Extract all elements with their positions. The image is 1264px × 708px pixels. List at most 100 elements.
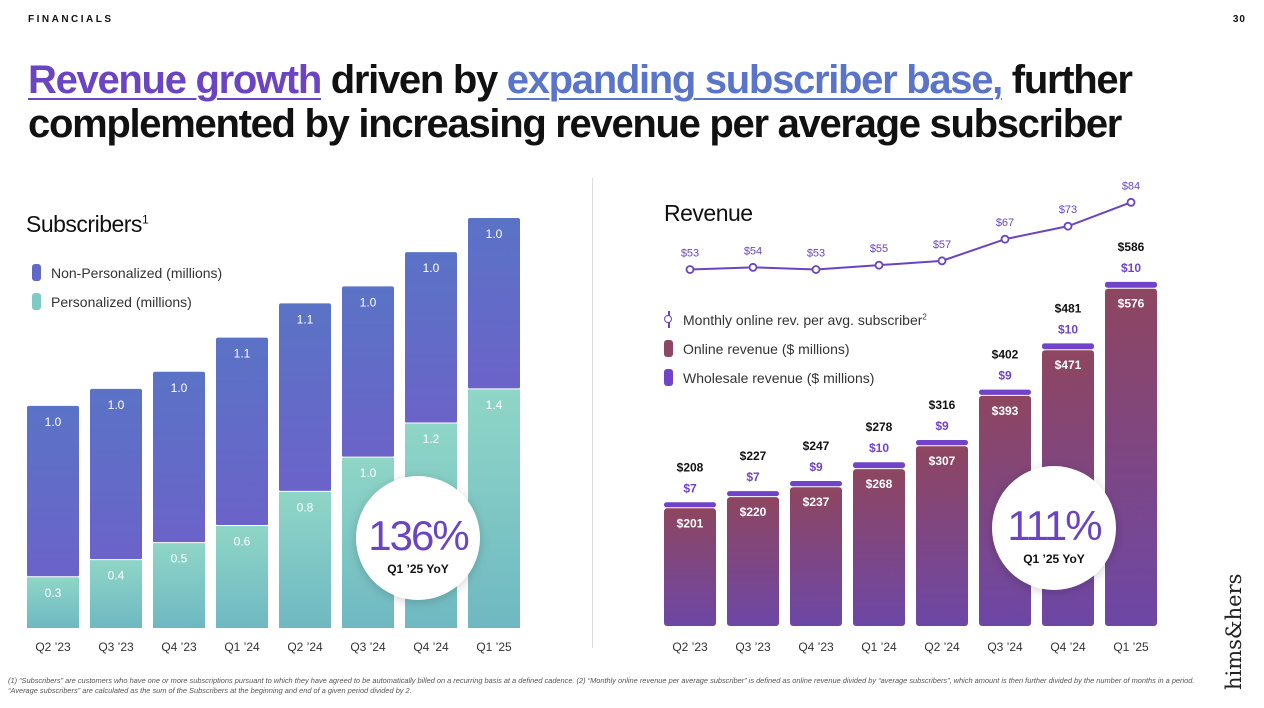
bar-personalized xyxy=(468,388,520,628)
page-title: Revenue growth driven by expanding subsc… xyxy=(28,58,1238,146)
data-label-wholesale: $9 xyxy=(809,460,823,474)
x-tick-label: Q2 ’23 xyxy=(35,640,71,654)
line-point-label: $67 xyxy=(996,217,1014,229)
x-tick-label: Q2 ’24 xyxy=(287,640,323,654)
data-label-total: $481 xyxy=(1055,301,1082,315)
legend-item-monthly-rev: Monthly online rev. per avg. subscriber2 xyxy=(664,311,927,328)
data-label-non-personalized: 1.0 xyxy=(423,261,440,275)
callouts: 136% Q1 ’25 YoY 111% Q1 ’25 YoY xyxy=(356,466,1116,600)
data-label-non-personalized: 1.0 xyxy=(360,295,377,309)
data-label-total: $278 xyxy=(866,420,893,434)
bar-non-personalized xyxy=(216,337,268,526)
x-tick-label: Q1 ’25 xyxy=(1113,640,1149,654)
data-label-wholesale: $10 xyxy=(1058,322,1078,336)
line-point-label: $55 xyxy=(870,243,888,255)
data-label-non-personalized: 1.0 xyxy=(108,398,125,412)
bar-wholesale-revenue xyxy=(790,480,842,487)
revenue-yoy-callout: 111% Q1 ’25 YoY xyxy=(992,466,1116,590)
bar-online-revenue xyxy=(790,487,842,626)
legend-item-wholesale-revenue: Wholesale revenue ($ millions) xyxy=(664,369,874,386)
bar-personalized xyxy=(153,542,205,628)
legend-label: Personalized (millions) xyxy=(51,293,192,310)
x-tick-label: Q1 ’24 xyxy=(861,640,897,654)
legend-label: Online revenue ($ millions) xyxy=(683,340,850,357)
x-tick-label: Q4 ’23 xyxy=(161,640,197,654)
line-point-label: $53 xyxy=(807,248,825,260)
bar-wholesale-revenue xyxy=(979,389,1031,395)
bar-wholesale-revenue xyxy=(1105,281,1157,288)
data-label-online: $237 xyxy=(803,495,830,509)
chart-divider xyxy=(592,178,593,648)
x-tick-label: Q3 ’24 xyxy=(350,640,386,654)
data-label-online: $307 xyxy=(929,454,956,468)
legend-label: Monthly online rev. per avg. subscriber2 xyxy=(683,311,927,328)
x-tick-label: Q4 ’24 xyxy=(1050,640,1086,654)
bar-wholesale-revenue xyxy=(853,462,905,469)
revenue-chart-title: Revenue xyxy=(664,200,753,226)
line-point xyxy=(1063,221,1073,231)
page-number: 30 xyxy=(1232,14,1246,25)
line-point xyxy=(1126,197,1136,207)
data-label-wholesale: $10 xyxy=(1121,261,1141,275)
bar-online-revenue xyxy=(916,446,968,626)
callout-label: Q1 ’25 YoY xyxy=(387,562,449,576)
data-label-personalized: 0.6 xyxy=(234,535,251,549)
bar-non-personalized xyxy=(153,371,205,543)
legend-item-online-revenue: Online revenue ($ millions) xyxy=(664,340,850,357)
x-tick-label: Q3 ’23 xyxy=(735,640,771,654)
data-label-online: $201 xyxy=(677,516,704,530)
data-label-non-personalized: 1.1 xyxy=(234,347,251,361)
bar-non-personalized xyxy=(342,286,394,458)
bar-personalized xyxy=(90,559,142,628)
data-label-personalized: 1.0 xyxy=(360,466,377,480)
bar-personalized xyxy=(27,576,79,628)
legend-swatch xyxy=(664,369,673,386)
line-point xyxy=(874,260,884,270)
data-label-non-personalized: 1.0 xyxy=(171,381,188,395)
line-point xyxy=(937,256,947,266)
callout-label: Q1 ’25 YoY xyxy=(1023,552,1085,566)
headline-text-rest: further complemented by increasing reven… xyxy=(28,58,1133,146)
line-point-label: $53 xyxy=(681,248,699,260)
bar-personalized xyxy=(216,525,268,628)
footnote: (1) “Subscribers” are customers who have… xyxy=(8,676,1195,695)
x-tick-label: Q3 ’23 xyxy=(98,640,134,654)
revenue-chart: $201 $7 $208 Q2 ’23 $220 $7 $227 Q3 ’23 $237 $9 $2… xyxy=(664,180,1157,654)
bar-personalized xyxy=(279,491,331,628)
legend-label: Non-Personalized (millions) xyxy=(51,264,223,281)
x-tick-label: Q4 ’24 xyxy=(413,640,449,654)
data-label-wholesale: $10 xyxy=(869,441,889,455)
bar-online-revenue xyxy=(664,508,716,626)
data-label-total: $402 xyxy=(992,348,1019,362)
x-tick-label: Q1 ’24 xyxy=(224,640,260,654)
subscribers-chart: 0.3 1.0 Q2 ’23 0.4 1.0 Q3 ’23 0.5 1.0 Q4 ’23 0.6 1… xyxy=(27,218,520,654)
line-point xyxy=(748,262,758,272)
bar-wholesale-revenue xyxy=(916,439,968,446)
line-point xyxy=(811,265,821,274)
bar-non-personalized xyxy=(27,405,79,577)
headline-highlight-revenue: Revenue growth xyxy=(28,58,322,102)
legend-line-marker-icon xyxy=(664,311,673,328)
data-label-personalized: 0.3 xyxy=(45,586,62,600)
legend-item-non-personalized: Non-Personalized (millions) xyxy=(32,264,222,281)
line-point xyxy=(1000,234,1010,244)
x-tick-label: Q4 ’23 xyxy=(798,640,834,654)
bar-online-revenue xyxy=(727,497,779,626)
data-label-personalized: 1.4 xyxy=(486,398,503,412)
data-label-online: $393 xyxy=(992,404,1019,418)
data-label-total: $586 xyxy=(1118,240,1145,254)
bar-non-personalized xyxy=(468,218,520,389)
data-label-online: $576 xyxy=(1118,297,1145,311)
data-label-non-personalized: 1.0 xyxy=(486,227,503,241)
headline-text: driven by xyxy=(320,58,507,102)
data-label-total: $208 xyxy=(677,460,704,474)
data-label-personalized: 0.5 xyxy=(171,552,188,566)
callout-value: 111% xyxy=(1007,502,1101,549)
subscribers-yoy-callout: 136% Q1 ’25 YoY xyxy=(356,476,480,600)
data-label-wholesale: $7 xyxy=(746,470,760,484)
brand-logo: hims&hers xyxy=(1222,573,1246,690)
callout-circle xyxy=(992,466,1116,590)
data-label-personalized: 1.2 xyxy=(423,432,440,446)
bar-online-revenue xyxy=(1105,288,1157,626)
